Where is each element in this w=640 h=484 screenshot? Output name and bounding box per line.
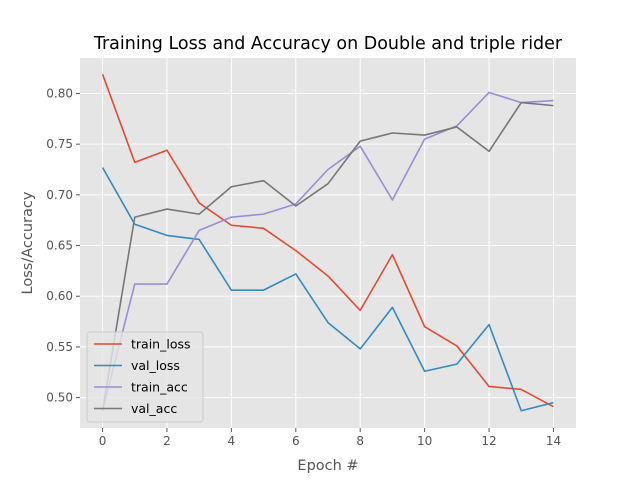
x-tick-label: 14 [546, 434, 561, 448]
x-axis-label: Epoch # [297, 458, 358, 474]
y-axis-ticks: 0.50 0.55 0.60 0.65 0.70 0.75 0.80 [46, 86, 80, 405]
y-tick-label: 0.60 [46, 289, 73, 303]
x-tick-label: 0 [99, 434, 107, 448]
x-tick-label: 12 [481, 434, 496, 448]
x-tick-label: 4 [228, 434, 236, 448]
series-line-val-acc [101, 101, 554, 411]
x-axis-ticks: 0 2 4 6 8 10 12 14 [99, 428, 561, 448]
legend-label: train_loss [131, 337, 191, 352]
legend-box [86, 331, 204, 423]
grid [80, 58, 576, 428]
chart-title: Training Loss and Accuracy on Double and… [93, 34, 563, 54]
legend-label: train_acc [131, 380, 188, 395]
series-line-train-acc [101, 91, 554, 411]
series-line-val-loss [101, 167, 554, 412]
series-line-train-loss [101, 73, 554, 408]
y-axis-label: Loss/Accuracy [20, 191, 36, 294]
y-tick-label: 0.70 [46, 188, 73, 202]
x-tick-label: 6 [292, 434, 300, 448]
x-tick-label: 2 [163, 434, 171, 448]
legend-label: val_acc [131, 401, 177, 416]
x-tick-label: 8 [356, 434, 364, 448]
y-tick-label: 0.80 [46, 86, 73, 100]
series-lines [101, 73, 554, 412]
y-tick-label: 0.65 [46, 239, 73, 253]
y-tick-label: 0.50 [46, 391, 73, 405]
legend-label: val_loss [131, 358, 180, 373]
x-tick-label: 10 [417, 434, 432, 448]
legend: train_loss val_loss train_acc val_acc [86, 331, 204, 423]
legend-items: train_loss val_loss train_acc val_acc [94, 337, 191, 416]
y-tick-label: 0.55 [46, 340, 73, 354]
y-tick-label: 0.75 [46, 137, 73, 151]
